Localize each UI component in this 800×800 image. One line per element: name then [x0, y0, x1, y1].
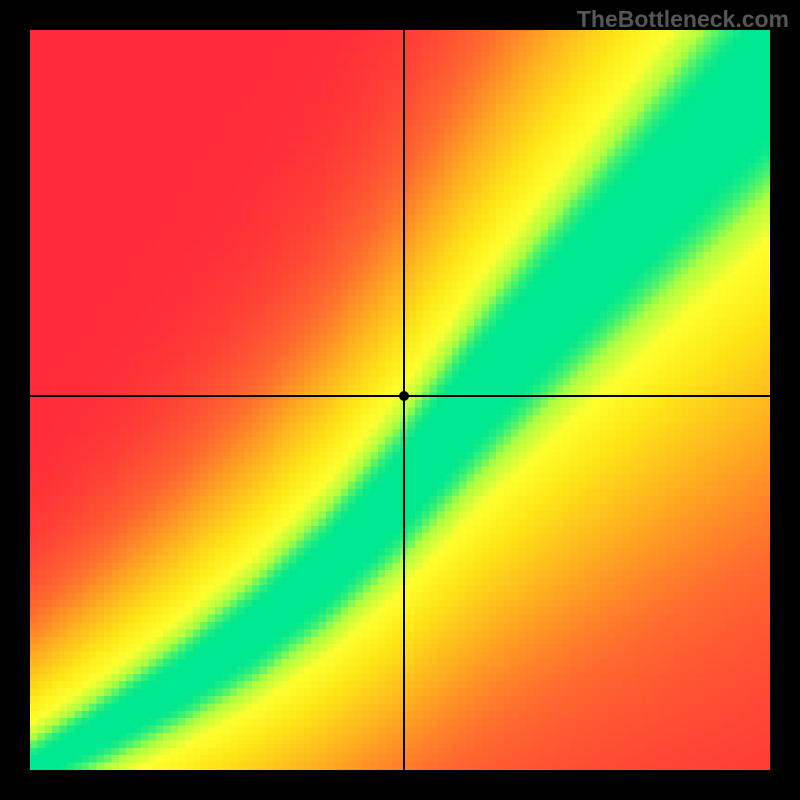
watermark-text: TheBottleneck.com [577, 6, 789, 33]
plot-area [30, 30, 770, 770]
marker-dot [399, 391, 409, 401]
